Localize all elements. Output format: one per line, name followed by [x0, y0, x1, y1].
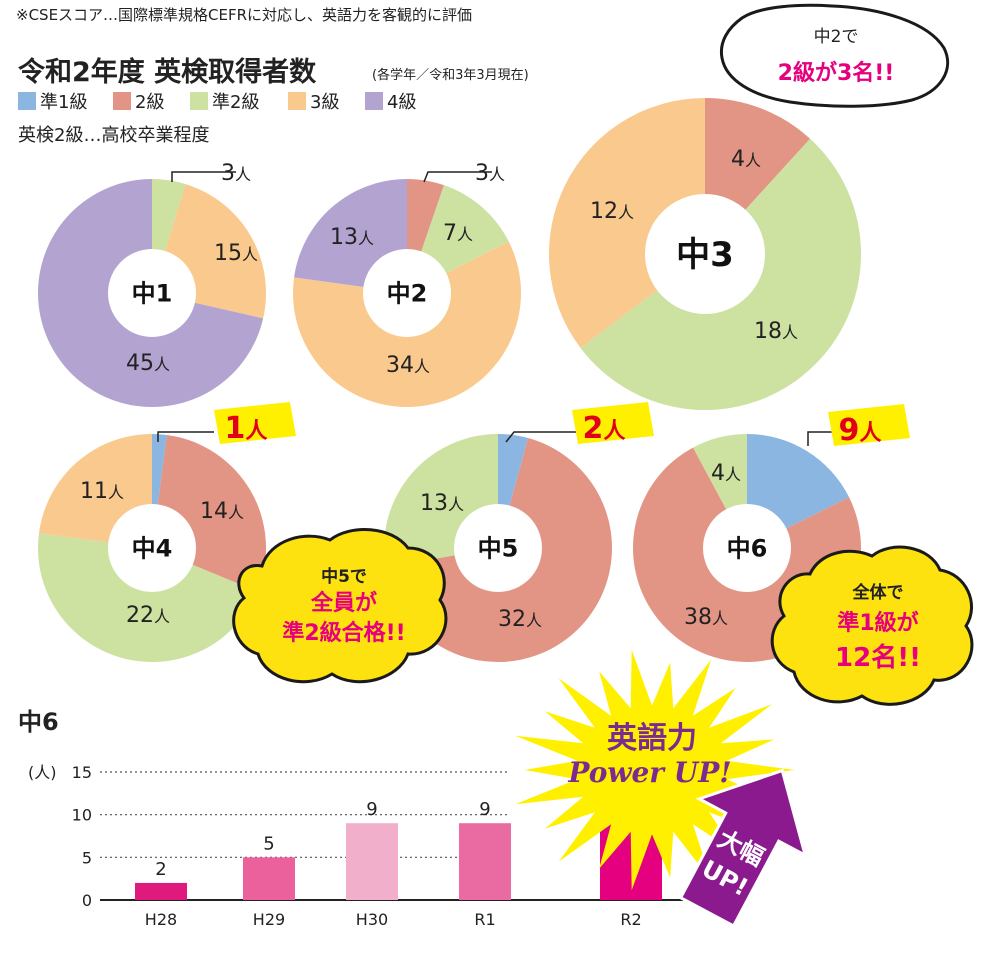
bar-category-H30: H30: [356, 910, 388, 929]
bar-H28: [135, 882, 187, 900]
pie-4-label-3: 11人: [80, 479, 124, 504]
legend-swatch-pre2: [190, 92, 208, 110]
power-up-burst: 英語力 Power UP!: [515, 649, 795, 891]
pie-6-label-2: 38人: [684, 605, 728, 630]
pie-2-label-3: 34人: [386, 353, 430, 378]
pie-3-slice-3: [548, 97, 705, 349]
pie-3-label-2: 4人: [731, 147, 761, 172]
pie-5-title: 中5: [478, 535, 519, 563]
grade2-note: 英検2級…高校卒業程度: [18, 125, 209, 146]
legend-swatch-4: [365, 92, 383, 110]
bar-chart: (人)0510152H285H299H309R112R2: [28, 763, 690, 929]
pie-4-hole: [108, 504, 196, 592]
up-arrow: 大幅 UP!: [678, 768, 808, 928]
pie-4-label-2: 14人: [200, 499, 244, 524]
right-callout-bubble: 全体で 準1級が 12名!!: [770, 545, 974, 706]
burst-line1: 英語力: [607, 721, 697, 756]
mid-callout-line2: 全員が: [310, 590, 377, 616]
right-callout-line1: 全体で: [852, 582, 904, 603]
top-callout-line1: 中2で: [814, 27, 859, 47]
bar-y-tick: 5: [82, 848, 92, 867]
bar-value-H28: 2: [155, 859, 166, 880]
bar-category-R1: R1: [474, 910, 495, 929]
pie-4-title: 中4: [132, 535, 173, 563]
legend-swatch-3: [288, 92, 306, 110]
bar-value-H29: 5: [263, 833, 274, 854]
mid-callout-line3: 準2級合格!!: [282, 620, 405, 646]
pie-6-label-pre2: 4人: [711, 461, 741, 486]
bar-y-unit: (人): [28, 763, 57, 782]
bar-y-tick: 0: [82, 891, 92, 910]
bar-R1: [459, 823, 511, 900]
pie-5-label-pre2: 13人: [420, 491, 464, 516]
bar-y-tick: 15: [72, 763, 92, 782]
legend-label-pre2: 準2級: [212, 92, 259, 113]
bar-H29: [243, 857, 295, 900]
pie-3-hole: [645, 194, 765, 314]
pie-6-hole: [703, 504, 791, 592]
page-title: 令和2年度 英検取得者数: [18, 56, 317, 88]
bar-value-H30: 9: [366, 799, 377, 820]
pie-2-leader-line: [423, 171, 492, 183]
pie-5-leader-line: [505, 431, 576, 443]
legend-label-2: 2級: [135, 92, 164, 113]
pie-2-hole: [363, 249, 451, 337]
pie-1-label-pre2: 3人: [221, 161, 251, 186]
pie-5-highlight-bg: [572, 402, 654, 444]
bar-category-R2: R2: [620, 910, 641, 929]
page-subtitle: (各学年／令和3年3月現在): [372, 67, 529, 83]
pie-6-title: 中6: [727, 535, 768, 563]
pie-6-highlight-bg: [828, 404, 910, 446]
right-callout-line3: 12名!!: [835, 642, 921, 673]
pie-3-label-pre2: 18人: [754, 319, 798, 344]
pie-1-label-4: 45人: [126, 351, 170, 376]
legend-label-3: 3級: [310, 92, 339, 113]
pie-2-label-pre2: 7人: [443, 221, 473, 246]
pie-4-leader-line: [157, 431, 214, 442]
pie-1-title: 中1: [132, 280, 173, 308]
bar-category-H29: H29: [253, 910, 285, 929]
pie-3-label-3: 12人: [590, 199, 634, 224]
bar-chart-title: 中6: [18, 708, 59, 736]
legend-label-4: 4級: [387, 92, 416, 113]
top-callout-bubble: 中2で 2級が3名!!: [719, 3, 950, 108]
bar-H30: [346, 823, 398, 900]
pie-1-label-3: 15人: [214, 241, 258, 266]
mid-callout-bubble: 中5で 全員が 準2級合格!!: [232, 528, 448, 684]
legend-swatch-2: [113, 92, 131, 110]
pie-2-label-4: 13人: [330, 225, 374, 250]
legend: 準1級 2級 準2級 3級 4級: [18, 92, 416, 113]
pie-chart-1: 中1 3人 15人 45人: [38, 161, 266, 408]
pie-5-hole: [454, 504, 542, 592]
bar-category-H28: H28: [145, 910, 177, 929]
pie-1-leader-line: [171, 171, 236, 182]
burst-line2: Power UP!: [567, 756, 731, 789]
legend-label-pre1: 準1級: [40, 92, 87, 113]
bar-y-tick: 10: [72, 806, 92, 825]
pie-2-label-2: 3人: [475, 161, 505, 186]
pie-4-highlight-bg: [214, 402, 296, 444]
right-callout-line2: 準1級が: [837, 610, 918, 636]
pie-6-leader-line: [807, 431, 832, 446]
top-callout-line2: 2級が3名!!: [778, 60, 895, 86]
pie-2-title: 中2: [387, 280, 428, 308]
legend-swatch-pre1: [18, 92, 36, 110]
pie-chart-3: 中3 4人 18人 12人: [548, 97, 862, 411]
pie-1-hole: [108, 249, 196, 337]
mid-callout-line1: 中5で: [321, 566, 367, 587]
pie-5-label-2: 32人: [498, 607, 542, 632]
cse-note: ※CSEスコア…国際標準規格CEFRに対応し、英語力を客観的に評価: [16, 6, 472, 24]
pie-4-slice-pre2: [37, 533, 258, 662]
pie-chart-2: 中2 3人 7人 34人 13人: [293, 161, 521, 408]
pie-4-label-pre2: 22人: [126, 603, 170, 628]
pie-3-title: 中3: [676, 235, 734, 275]
bar-value-R1: 9: [479, 799, 490, 820]
